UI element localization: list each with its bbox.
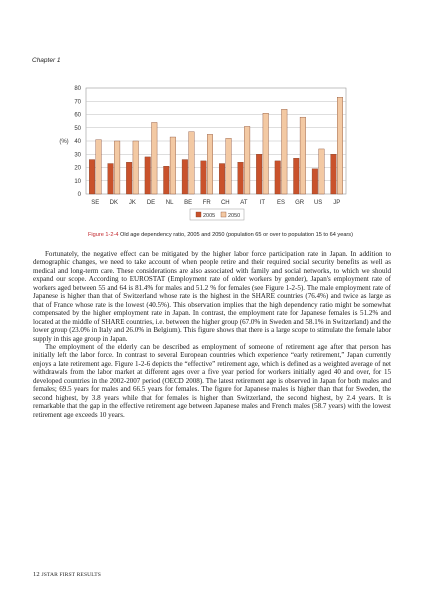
bar-2005-JK [126,162,133,195]
bar-2005-ES [274,160,281,195]
bar-2050-IT [262,112,269,195]
x-tick-label: CH [221,200,230,206]
body-text: Fortunately, the negative effect can be … [33,250,391,419]
bar-2050-ES [281,109,288,195]
figure-number: Figure 1-2-4 [88,232,119,238]
bar-2005-SE [89,159,95,195]
bar-2050-JK [132,140,139,195]
y-tick-label: 60 [74,113,81,119]
bar-2005-AT [237,162,244,195]
x-tick-label: DK [110,200,118,206]
y-tick-label: 40 [74,139,81,145]
y-tick-label: 20 [74,166,81,172]
legend-swatch [195,211,202,218]
figure-caption-text: Old age dependency ratio, 2005 and 2050 … [118,232,353,238]
y-tick-label: 50 [74,126,81,132]
x-tick-label: BE [184,200,192,206]
bar-2050-DE [151,122,158,195]
bar-2050-FR [207,134,213,195]
bar-2005-JP [330,154,337,195]
bar-2050-CH [225,138,232,195]
bar-chart-svg: 0 10 20 30 40 50 60 70 80 (%) SE DK JK DE NL BE FR CH AT IT… [59,86,347,221]
x-tick-label: NL [166,200,174,206]
legend-label: 2050 [228,213,240,219]
bar-2005-DE [144,156,151,195]
bar-2005-IT [256,154,263,195]
bar-2005-GR [293,158,300,195]
x-tick-label: FR [203,200,212,206]
y-tick-label: 80 [74,86,81,92]
bar-2005-DK [107,163,114,195]
y-tick-label: 70 [74,99,81,105]
bar-2050-AT [244,126,251,195]
x-tick-label: JP [333,200,340,206]
bar-2050-DK [114,140,121,195]
y-axis-label: (%) [59,139,68,145]
y-tick-label: 10 [74,179,81,185]
bar-2050-NL [169,136,176,195]
bar-2005-NL [163,166,170,195]
y-tick-label: 0 [78,192,82,198]
x-tick-label: GR [295,200,305,206]
x-tick-label: JK [129,200,136,206]
x-tick-label: ES [277,200,285,206]
legend-label: 2005 [203,213,215,219]
x-tick-label: IT [260,200,266,206]
dependency-ratio-chart: 0 10 20 30 40 50 60 70 80 (%) SE DK JK DE NL BE FR CH AT IT… [52,80,352,230]
chapter-label: Chapter 1 [32,57,61,64]
paragraph-1: Fortunately, the negative effect can be … [33,250,391,343]
paragraph-2: The employment of the elderly can be des… [33,342,391,419]
x-tick-label: DE [147,200,155,206]
legend-box [189,208,245,221]
x-tick-label: SE [91,200,99,206]
page-number: 12 [33,571,40,578]
bar-2050-SE [95,139,102,195]
page-footer: 12 JSTAR FIRST RESULTS [33,571,101,578]
bar-2005-BE [181,159,188,195]
x-tick-label: US [314,200,322,206]
bar-2005-CH [219,163,225,195]
bar-2005-FR [200,160,207,195]
bar-2005-US [311,168,318,195]
bar-2050-GR [299,116,306,195]
y-tick-label: 30 [74,152,81,158]
bar-2050-US [318,148,325,195]
bar-2050-JP [337,97,343,195]
x-tick-label: AT [240,200,248,206]
figure-caption: Figure 1-2-4 Old age dependency ratio, 2… [88,232,388,239]
footer-brand: JSTAR FIRST RESULTS [41,572,102,578]
legend-swatch [220,211,227,218]
bar-2050-BE [188,131,195,195]
